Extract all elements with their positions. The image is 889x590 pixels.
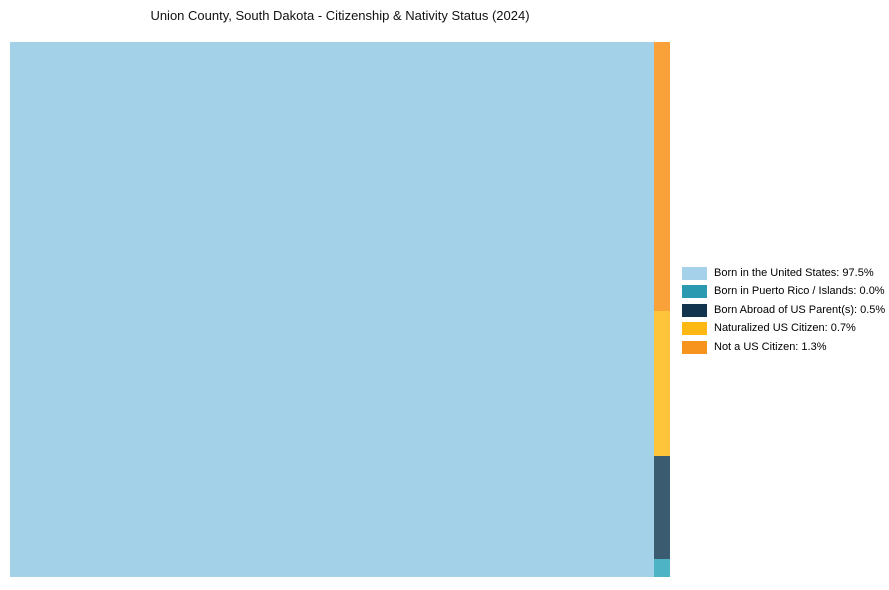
legend-swatch-icon	[682, 266, 707, 280]
legend-item-born-in-the-united-states[interactable]: Born in the United States: 97.5%	[682, 264, 885, 283]
treemap-tile-born-in-the-united-states[interactable]	[10, 42, 654, 577]
treemap-tile-born-abroad-of-us-parent-s[interactable]	[653, 455, 670, 559]
legend-item-label: Born in Puerto Rico / Islands: 0.0%	[714, 285, 885, 298]
legend-item-label: Naturalized US Citizen: 0.7%	[714, 322, 856, 335]
legend-item-naturalized-us-citizen[interactable]: Naturalized US Citizen: 0.7%	[682, 320, 885, 339]
legend-swatch-icon	[682, 322, 707, 336]
treemap-strip	[653, 42, 670, 577]
legend-swatch-icon	[682, 285, 707, 299]
legend-item-label: Born Abroad of US Parent(s): 0.5%	[714, 303, 886, 316]
legend-item-born-abroad-of-us-parent-s[interactable]: Born Abroad of US Parent(s): 0.5%	[682, 301, 885, 320]
legend-item-not-a-us-citizen[interactable]: Not a US Citizen: 1.3%	[682, 338, 885, 357]
legend-item-born-in-puerto-rico-islands[interactable]: Born in Puerto Rico / Islands: 0.0%	[682, 283, 885, 302]
legend-swatch-icon	[682, 303, 707, 317]
treemap	[10, 42, 670, 577]
treemap-tile-not-a-us-citizen[interactable]	[653, 42, 670, 311]
chart-title: Union County, South Dakota - Citizenship…	[150, 8, 530, 23]
treemap-tile-born-in-puerto-rico-islands[interactable]	[653, 558, 670, 577]
legend-item-label: Born in the United States: 97.5%	[714, 266, 874, 279]
legend-item-label: Not a US Citizen: 1.3%	[714, 340, 827, 353]
treemap-tile-naturalized-us-citizen[interactable]	[653, 310, 670, 456]
legend-swatch-icon	[682, 340, 707, 354]
legend: Born in the United States: 97.5% Born in …	[682, 264, 885, 357]
